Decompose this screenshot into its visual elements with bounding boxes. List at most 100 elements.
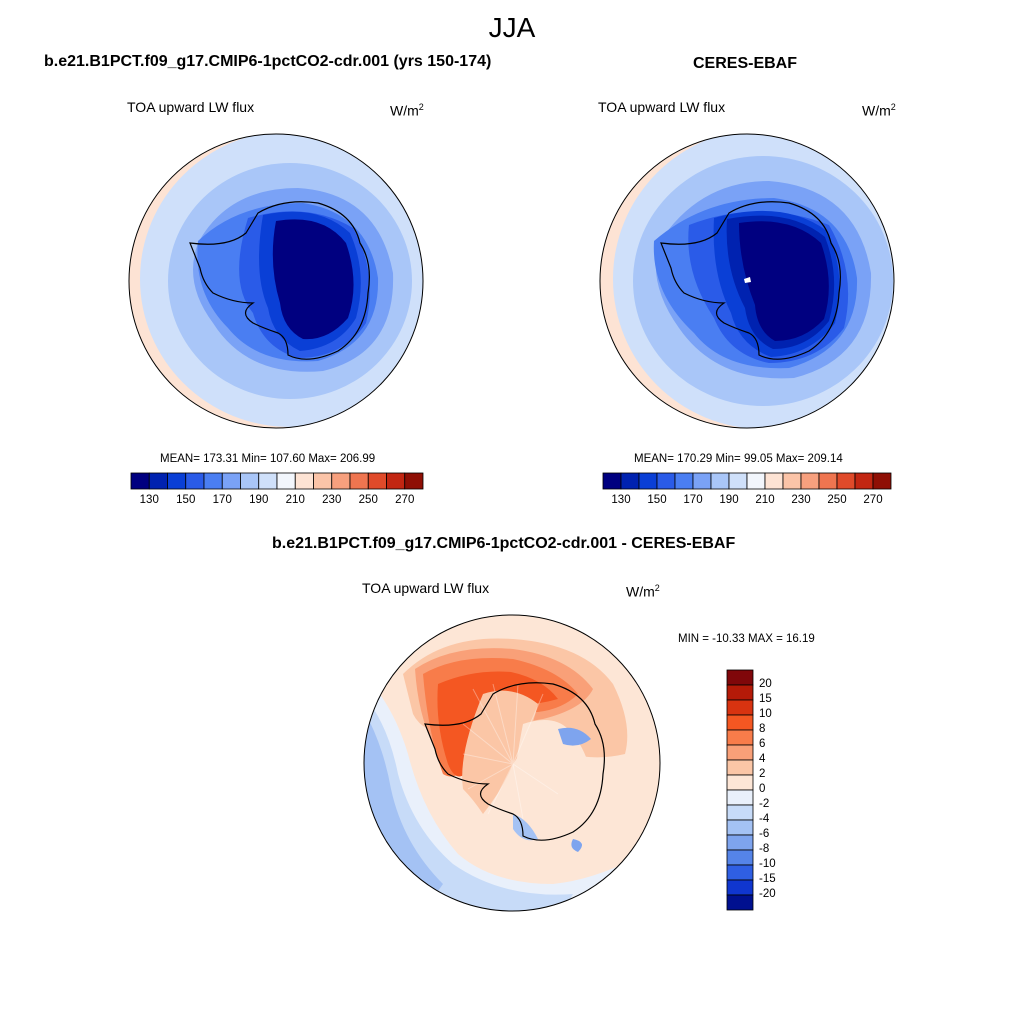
colorbar-swatch — [726, 789, 754, 806]
colorbar-swatch — [726, 744, 754, 761]
colorbar-tick-label: -4 — [759, 813, 770, 825]
colorbar-swatch — [674, 472, 694, 490]
colorbar-swatch — [726, 834, 754, 851]
colorbar-swatch — [726, 669, 754, 686]
colorbar-tick-label: 150 — [176, 494, 196, 506]
colorbar-swatch — [240, 472, 260, 490]
colorbar-tick-label: 8 — [759, 723, 766, 735]
panel-1-stats: MEAN= 173.31 Min= 107.60 Max= 206.99 — [160, 453, 376, 465]
panel-3-colorbar — [726, 669, 754, 911]
colorbar-swatch — [185, 472, 205, 490]
colorbar-tick-label: 170 — [683, 494, 703, 506]
panel-3-contour-fill — [364, 615, 660, 911]
colorbar-swatch — [367, 472, 387, 490]
colorbar-tick-label: 210 — [755, 494, 775, 506]
panel-2-stats: MEAN= 170.29 Min= 99.05 Max= 209.14 — [634, 453, 843, 465]
colorbar-swatch — [726, 684, 754, 701]
colorbar-swatch — [764, 472, 784, 490]
panel-3-coastline — [424, 682, 605, 841]
panel-2-units: W/m2 — [862, 102, 896, 119]
panel-3-title: b.e21.B1PCT.f09_g17.CMIP6-1pctCO2-cdr.00… — [272, 535, 736, 552]
colorbar-tick-label: 250 — [827, 494, 847, 506]
colorbar-swatch — [602, 472, 622, 490]
colorbar-swatch — [726, 774, 754, 791]
colorbar-tick-label: 2 — [759, 768, 766, 780]
panel-1-contour-fill — [129, 134, 423, 428]
colorbar-tick-label: 270 — [863, 494, 883, 506]
colorbar-tick-label: -8 — [759, 843, 770, 855]
colorbar-swatch — [726, 849, 754, 866]
colorbar-swatch — [148, 472, 168, 490]
panel-3-variable: TOA upward LW flux — [362, 580, 490, 596]
colorbar-tick-label: 170 — [212, 494, 232, 506]
panel-2-variable: TOA upward LW flux — [598, 99, 726, 115]
colorbar-tick-label: 130 — [139, 494, 159, 506]
colorbar-swatch — [130, 472, 150, 490]
colorbar-tick-label: 210 — [285, 494, 305, 506]
colorbar-swatch — [276, 472, 296, 490]
colorbar-tick-label: -15 — [759, 873, 776, 885]
panel-2-colorbar — [602, 472, 892, 490]
colorbar-swatch — [349, 472, 369, 490]
colorbar-swatch — [294, 472, 314, 490]
colorbar-swatch — [692, 472, 712, 490]
colorbar-swatch — [726, 894, 754, 911]
colorbar-tick-label: 10 — [759, 708, 772, 720]
panel-1-map-border — [128, 133, 424, 429]
colorbar-tick-label: -20 — [759, 888, 776, 900]
panel-3-map — [363, 614, 661, 912]
colorbar-tick-label: 130 — [611, 494, 631, 506]
panel-2-map — [599, 133, 895, 429]
colorbar-swatch — [313, 472, 333, 490]
panel-3-stats: MIN = -10.33 MAX = 16.19 — [678, 633, 815, 645]
colorbar-swatch — [746, 472, 766, 490]
colorbar-swatch — [726, 879, 754, 896]
colorbar-swatch — [726, 804, 754, 821]
colorbar-tick-label: 230 — [791, 494, 811, 506]
colorbar-swatch — [404, 472, 424, 490]
colorbar-swatch — [203, 472, 223, 490]
colorbar-swatch — [638, 472, 658, 490]
figure-title: JJA — [488, 12, 536, 43]
colorbar-tick-label: 20 — [759, 678, 772, 690]
colorbar-swatch — [726, 759, 754, 776]
colorbar-swatch — [726, 699, 754, 716]
colorbar-tick-label: -6 — [759, 828, 770, 840]
panel-1-variable: TOA upward LW flux — [127, 99, 255, 115]
colorbar-tick-label: 15 — [759, 693, 772, 705]
panel-2-coastline — [660, 201, 841, 360]
panel-1-units: W/m2 — [390, 102, 424, 119]
colorbar-swatch — [782, 472, 802, 490]
colorbar-tick-label: 190 — [719, 494, 739, 506]
colorbar-swatch — [872, 472, 892, 490]
colorbar-tick-label: 230 — [322, 494, 342, 506]
colorbar-swatch — [818, 472, 838, 490]
colorbar-swatch — [221, 472, 241, 490]
colorbar-swatch — [726, 714, 754, 731]
colorbar-swatch — [726, 864, 754, 881]
colorbar-swatch — [620, 472, 640, 490]
panel-1-coastline — [189, 201, 370, 360]
colorbar-swatch — [386, 472, 406, 490]
panel-3-map-border — [363, 614, 661, 912]
colorbar-swatch — [728, 472, 748, 490]
colorbar-swatch — [854, 472, 874, 490]
colorbar-swatch — [726, 819, 754, 836]
panel-1-map — [128, 133, 424, 429]
panel-1-title: b.e21.B1PCT.f09_g17.CMIP6-1pctCO2-cdr.00… — [44, 53, 492, 70]
colorbar-tick-label: -2 — [759, 798, 770, 810]
colorbar-tick-label: 190 — [249, 494, 269, 506]
colorbar-tick-label: 0 — [759, 783, 766, 795]
panel-2-title: CERES-EBAF — [693, 55, 798, 72]
colorbar-tick-label: 270 — [395, 494, 415, 506]
colorbar-swatch — [656, 472, 676, 490]
colorbar-tick-label: 250 — [358, 494, 378, 506]
colorbar-swatch — [836, 472, 856, 490]
colorbar-swatch — [800, 472, 820, 490]
colorbar-tick-label: 4 — [759, 753, 766, 765]
colorbar-tick-label: 150 — [647, 494, 667, 506]
colorbar-swatch — [258, 472, 278, 490]
colorbar-swatch — [167, 472, 187, 490]
colorbar-swatch — [710, 472, 730, 490]
colorbar-tick-label: 6 — [759, 738, 766, 750]
